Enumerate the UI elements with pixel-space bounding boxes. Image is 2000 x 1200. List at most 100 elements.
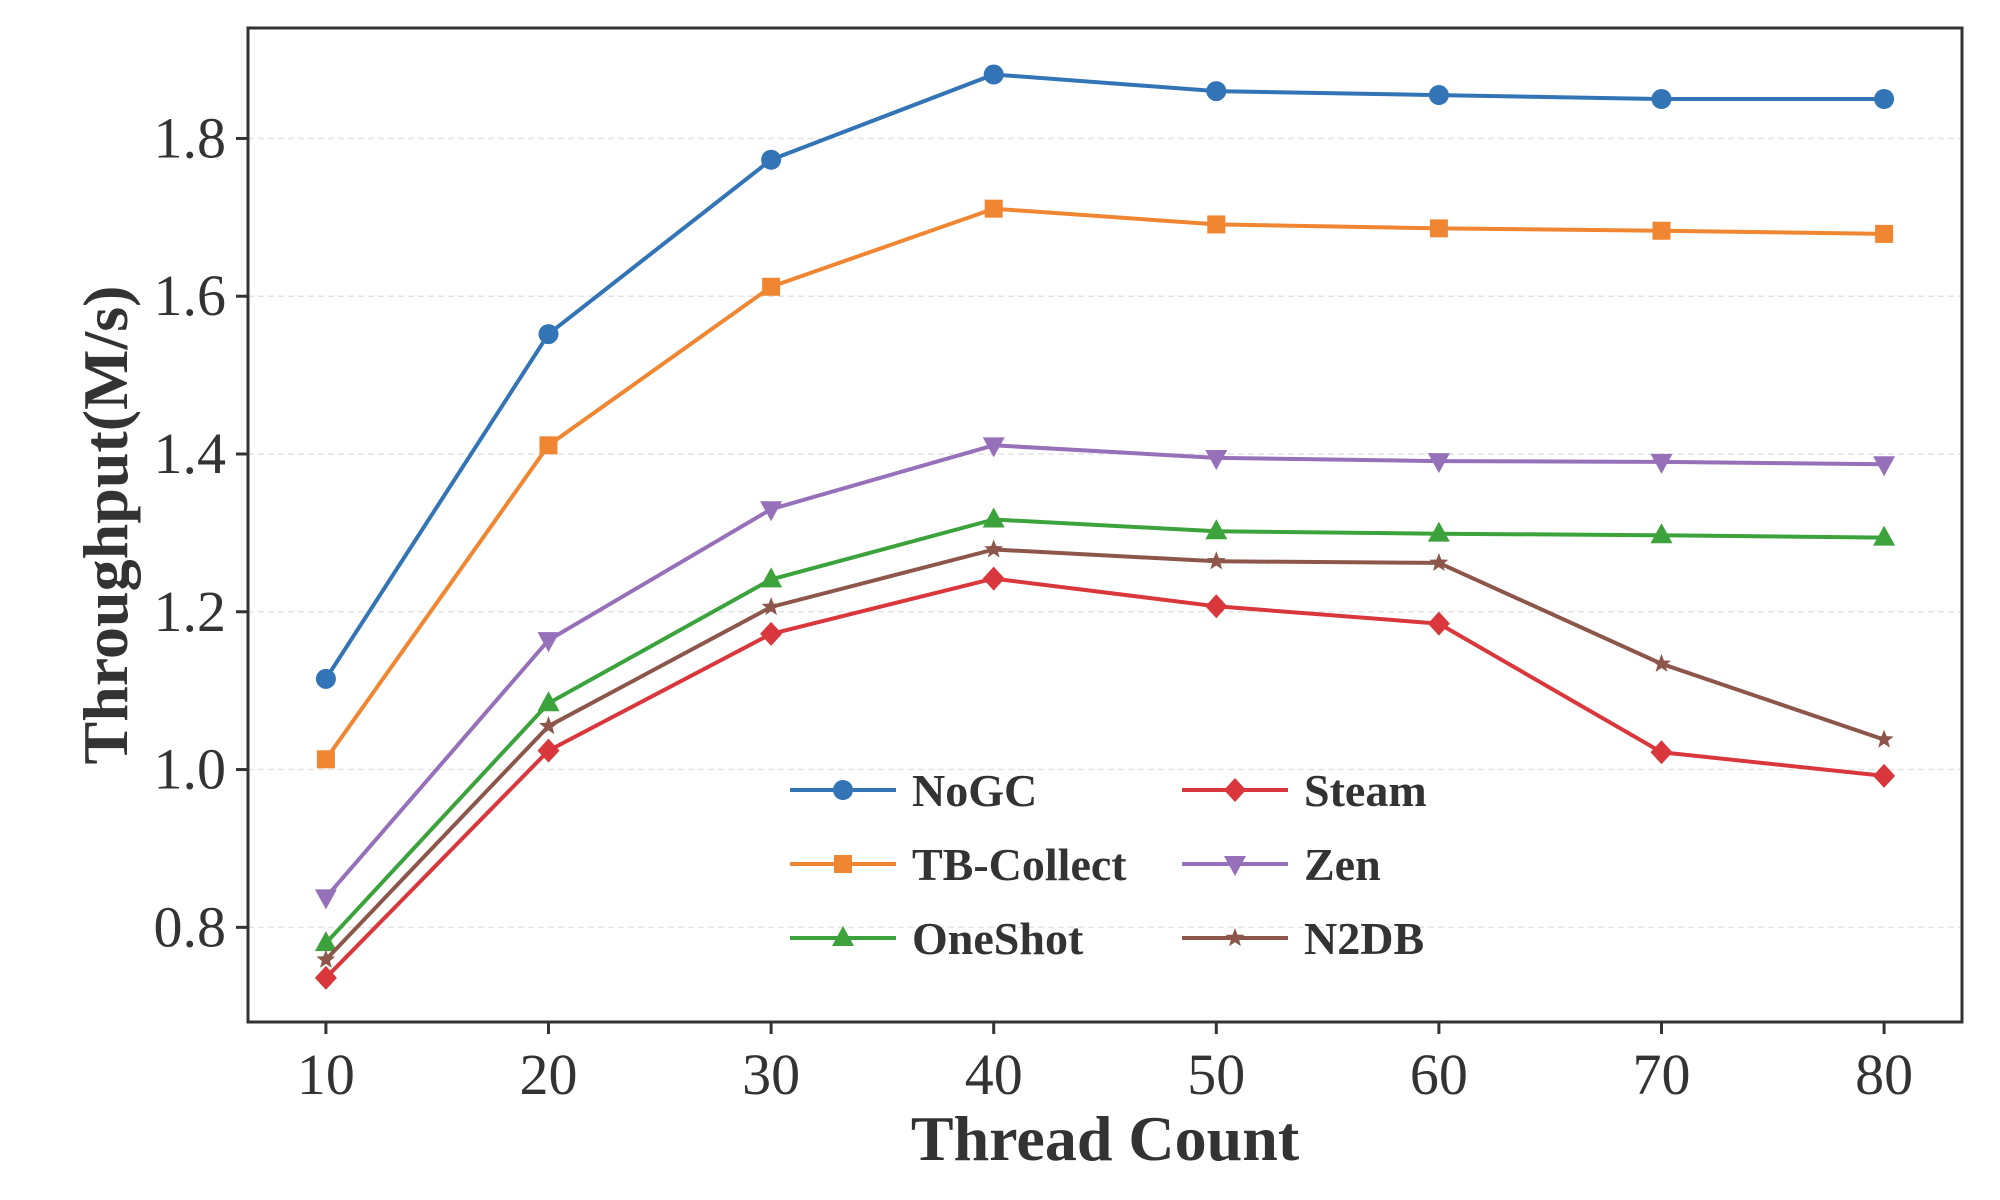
data-point-zen	[1650, 453, 1673, 474]
data-point-zen	[1205, 449, 1228, 470]
x-tick-label: 20	[520, 1042, 578, 1107]
x-tick-label: 70	[1632, 1042, 1690, 1107]
data-point-zen	[537, 632, 560, 653]
plot-area-frame	[246, 26, 1964, 1024]
legend-label: TB-Collect	[912, 839, 1127, 890]
data-point-n2db	[761, 597, 781, 616]
data-point-nogc	[1651, 89, 1672, 109]
data-point-tb-collect	[1652, 221, 1671, 240]
y-tick-label: 1.4	[154, 421, 227, 486]
data-point-oneshot	[314, 931, 337, 952]
x-tick-label: 10	[297, 1042, 355, 1107]
data-point-nogc	[983, 64, 1004, 85]
y-tick-label: 1.6	[154, 263, 227, 328]
x-tick-label: 80	[1855, 1042, 1913, 1107]
data-point-oneshot	[537, 691, 560, 712]
data-point-oneshot	[760, 567, 783, 588]
legend-item-tb-collect: TB-Collect	[790, 839, 1127, 890]
data-point-tb-collect	[1429, 219, 1448, 238]
data-point-tb-collect	[984, 199, 1003, 218]
legend-item-steam: Steam	[1182, 765, 1427, 816]
series-oneshot	[314, 507, 1896, 952]
legend-label: Zen	[1304, 839, 1381, 890]
x-tick-label: 40	[965, 1042, 1023, 1107]
legend-item-n2db: N2DB	[1182, 913, 1424, 964]
legend-swatch-marker	[834, 855, 852, 873]
series-zen	[314, 437, 1896, 910]
legend-label: Steam	[1304, 765, 1427, 816]
data-point-zen	[1873, 456, 1896, 477]
y-axis-title: Throughput(M/s)	[70, 286, 141, 765]
legend-item-oneshot: OneShot	[790, 913, 1084, 964]
y-tick-label: 1.0	[154, 737, 227, 802]
data-point-tb-collect	[539, 436, 558, 455]
y-tick-label: 1.2	[154, 579, 227, 644]
data-point-nogc	[538, 324, 559, 345]
y-tick-label: 0.8	[154, 894, 227, 959]
series-line-oneshot	[324, 517, 1885, 945]
data-point-steam	[1650, 740, 1673, 765]
data-point-nogc	[1206, 81, 1227, 102]
data-point-n2db	[1206, 551, 1226, 570]
x-tick-label: 60	[1410, 1042, 1468, 1107]
data-point-nogc	[761, 149, 782, 170]
y-tick-label: 1.8	[154, 105, 227, 170]
data-point-zen	[1427, 453, 1450, 474]
series-tb-collect	[316, 199, 1894, 769]
series-line-tb-collect	[324, 206, 1885, 761]
legend-label: N2DB	[1304, 913, 1424, 964]
data-point-zen	[982, 437, 1005, 458]
data-point-oneshot	[1427, 521, 1450, 542]
legend-label: OneShot	[912, 913, 1084, 964]
series-steam	[314, 566, 1896, 990]
data-point-oneshot	[982, 507, 1005, 528]
data-point-steam	[1873, 763, 1896, 788]
series-line-n2db	[324, 547, 1885, 962]
ticks-layer: 0.8 1.0 1.2 1.4 1.6 1.8 10 20 30 40 50 60 70 80	[154, 105, 1914, 1107]
data-point-zen	[760, 501, 783, 522]
data-point-oneshot	[1205, 519, 1228, 540]
series-layer	[314, 64, 1896, 990]
data-point-steam	[760, 621, 783, 646]
data-point-n2db	[316, 949, 336, 968]
data-point-tb-collect	[1875, 224, 1894, 243]
legend-swatch-marker	[1224, 856, 1246, 876]
series-line-zen	[324, 443, 1885, 899]
data-point-n2db	[539, 716, 559, 735]
data-point-steam	[1427, 611, 1450, 636]
data-point-tb-collect	[316, 750, 335, 769]
data-point-n2db	[984, 539, 1004, 558]
data-point-n2db	[1651, 653, 1671, 672]
series-line-steam	[324, 576, 1885, 980]
data-point-steam	[314, 965, 337, 990]
data-point-nogc	[315, 668, 336, 689]
series-n2db	[316, 539, 1894, 968]
data-point-zen	[314, 889, 337, 910]
x-tick-label: 30	[742, 1042, 800, 1107]
data-point-n2db	[1874, 729, 1894, 748]
legend-swatch-marker	[1225, 928, 1245, 947]
data-point-nogc	[1874, 89, 1895, 109]
legend-label: NoGC	[912, 765, 1037, 816]
data-point-steam	[537, 738, 560, 763]
data-point-steam	[982, 566, 1005, 591]
data-point-tb-collect	[1207, 215, 1226, 234]
x-axis-title: Thread Count	[911, 1103, 1300, 1174]
x-tick-label: 50	[1187, 1042, 1245, 1107]
data-point-oneshot	[1873, 525, 1896, 546]
data-point-oneshot	[1650, 523, 1673, 544]
legend-item-zen: Zen	[1182, 839, 1381, 890]
data-point-nogc	[1428, 85, 1449, 106]
data-point-tb-collect	[762, 277, 781, 296]
data-point-n2db	[1429, 552, 1449, 571]
legend-swatch-marker	[1224, 778, 1246, 802]
legend-item-nogc: NoGC	[790, 765, 1037, 816]
legend: NoGC TB-Collect OneShot Steam Zen N2DB	[790, 765, 1427, 964]
grid-layer	[248, 137, 1962, 929]
series-nogc	[315, 64, 1895, 689]
legend-swatch-marker	[832, 926, 854, 946]
data-point-steam	[1205, 594, 1228, 619]
legend-swatch-marker	[833, 780, 853, 800]
